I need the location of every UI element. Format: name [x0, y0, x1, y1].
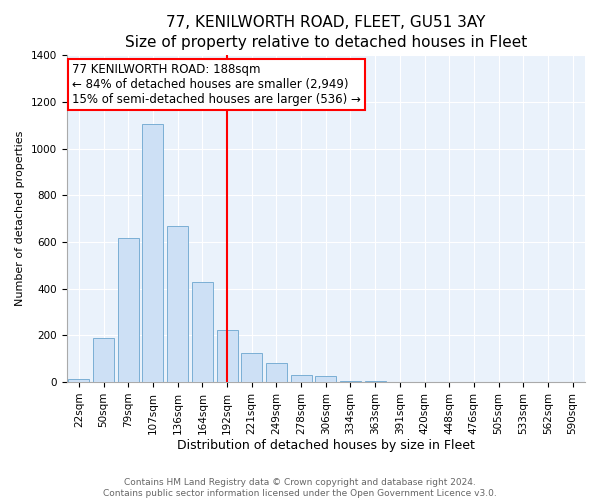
Bar — [142, 124, 163, 382]
Bar — [365, 381, 386, 382]
Bar — [241, 353, 262, 382]
Bar — [217, 330, 238, 382]
X-axis label: Distribution of detached houses by size in Fleet: Distribution of detached houses by size … — [177, 440, 475, 452]
Text: Contains HM Land Registry data © Crown copyright and database right 2024.
Contai: Contains HM Land Registry data © Crown c… — [103, 478, 497, 498]
Y-axis label: Number of detached properties: Number of detached properties — [15, 131, 25, 306]
Bar — [266, 364, 287, 382]
Bar — [290, 375, 311, 382]
Bar — [68, 378, 89, 382]
Bar — [340, 381, 361, 382]
Text: 77 KENILWORTH ROAD: 188sqm
← 84% of detached houses are smaller (2,949)
15% of s: 77 KENILWORTH ROAD: 188sqm ← 84% of deta… — [72, 64, 361, 106]
Bar — [315, 376, 336, 382]
Bar — [192, 282, 213, 382]
Bar — [93, 338, 114, 382]
Title: 77, KENILWORTH ROAD, FLEET, GU51 3AY
Size of property relative to detached house: 77, KENILWORTH ROAD, FLEET, GU51 3AY Siz… — [125, 15, 527, 50]
Bar — [118, 238, 139, 382]
Bar — [167, 226, 188, 382]
